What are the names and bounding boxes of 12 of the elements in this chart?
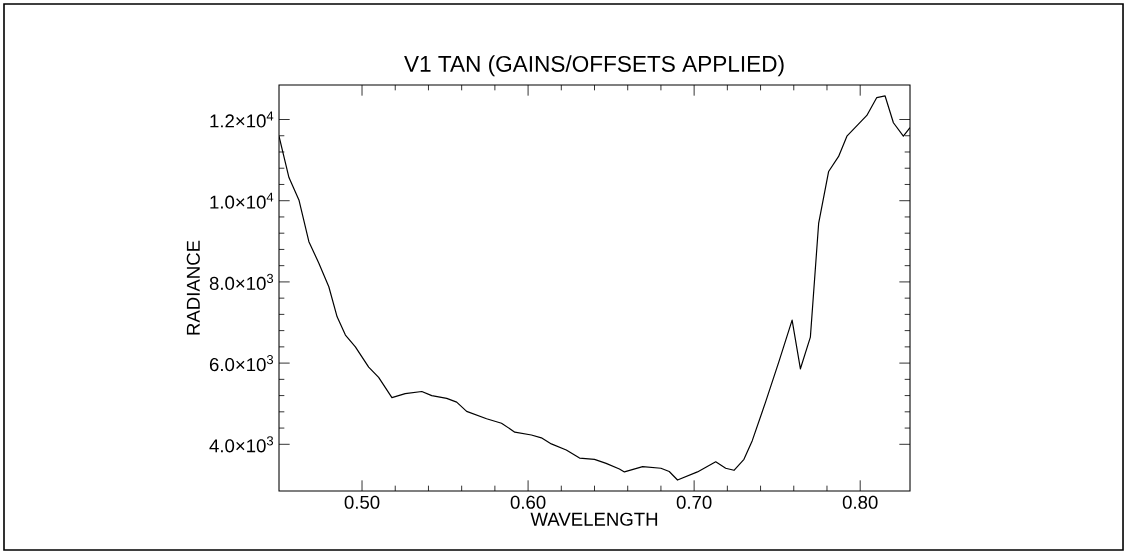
y-tick-label: 1.0×10$^{4}$ [210, 192, 274, 209]
x-tick-label: 0.60 [510, 495, 546, 509]
y-tick-label: 1.2×10$^{4}$ [210, 111, 274, 128]
x-tick-label: 0.80 [842, 495, 878, 509]
y-tick-label: 8.0×10$^{3}$ [209, 273, 274, 291]
x-tick-label: 0.50 [344, 495, 380, 509]
chart-title: V1 TAN (GAINS/OFFSETS APPLIED) [404, 55, 784, 77]
y-tick-label: 6.0×10$^{3}$ [209, 355, 274, 372]
x-axis-title: WAVELENGTH [530, 512, 658, 526]
y-tick-label: 4.0×10$^{3}$ [209, 436, 274, 453]
x-tick-label: 0.70 [676, 495, 712, 509]
y-axis-title: RADIANCE [186, 240, 200, 335]
